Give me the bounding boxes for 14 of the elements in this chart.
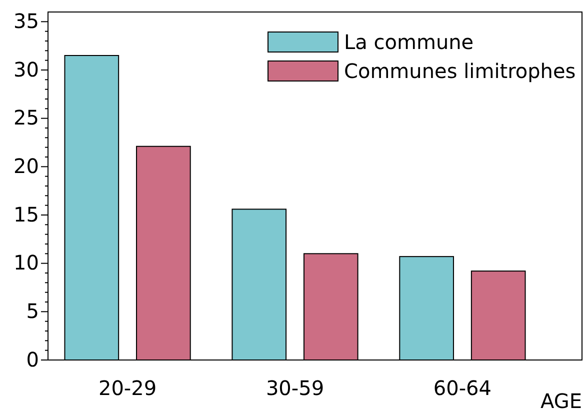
x-tick-label: 20-29	[98, 376, 157, 400]
legend-label: Communes limitrophes	[344, 59, 576, 83]
x-tick-label: 60-64	[433, 376, 492, 400]
y-tick-label: 25	[14, 106, 39, 130]
y-tick-label: 30	[14, 57, 39, 82]
x-axis-title: AGE	[540, 389, 582, 413]
y-tick-label: 20	[14, 154, 39, 178]
y-tick-label: 15	[14, 202, 39, 226]
y-tick-label: 10	[14, 250, 39, 275]
y-tick-label: 0	[26, 347, 39, 372]
y-tick-label: 5	[26, 299, 39, 324]
x-tick-label: 30-59	[266, 376, 324, 400]
legend-label: La commune	[344, 30, 474, 54]
y-tick-label: 35	[14, 9, 39, 34]
